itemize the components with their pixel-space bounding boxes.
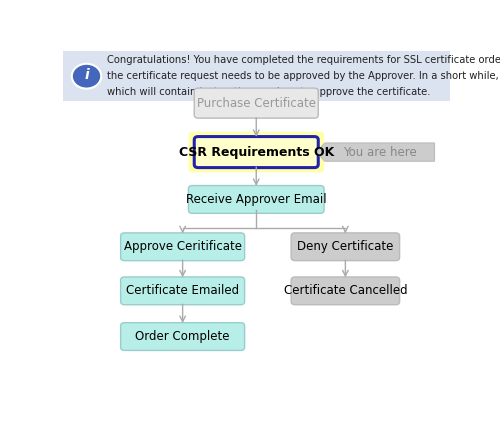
Text: Receive Approver Email: Receive Approver Email [186, 193, 326, 206]
FancyBboxPatch shape [120, 323, 244, 350]
FancyBboxPatch shape [120, 277, 244, 305]
Text: Purchase Certificate: Purchase Certificate [197, 97, 316, 110]
FancyBboxPatch shape [188, 186, 324, 213]
Text: Order Complete: Order Complete [136, 330, 230, 343]
Text: which will contain instructions on how to approve the certificate.: which will contain instructions on how t… [107, 87, 430, 98]
Text: Deny Certificate: Deny Certificate [297, 240, 394, 253]
Text: You are here: You are here [343, 145, 416, 159]
FancyBboxPatch shape [291, 277, 400, 305]
Bar [62, 51, 450, 101]
FancyBboxPatch shape [194, 137, 318, 167]
Text: CSR Requirements OK: CSR Requirements OK [178, 145, 334, 159]
FancyBboxPatch shape [194, 88, 318, 118]
Text: i: i [84, 68, 89, 82]
Text: Certificate Emailed: Certificate Emailed [126, 285, 239, 297]
Circle shape [72, 64, 101, 89]
Polygon shape [316, 143, 434, 161]
FancyBboxPatch shape [188, 132, 324, 173]
Text: the certificate request needs to be approved by the Approver. In a short while, : the certificate request needs to be appr… [107, 71, 500, 81]
Text: Congratulations! You have completed the requirements for SSL certificate order p: Congratulations! You have completed the … [107, 55, 500, 65]
Text: Approve Ceritificate: Approve Ceritificate [124, 240, 242, 253]
FancyBboxPatch shape [120, 233, 244, 261]
Text: Certificate Cancelled: Certificate Cancelled [284, 285, 407, 297]
FancyBboxPatch shape [291, 233, 400, 261]
